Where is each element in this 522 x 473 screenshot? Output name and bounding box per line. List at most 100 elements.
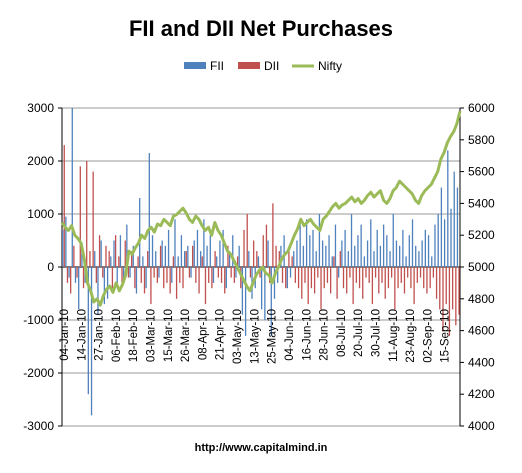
right-axis-tick-label: 4600 xyxy=(468,324,495,338)
fii-bar xyxy=(431,256,433,267)
dii-bar xyxy=(323,267,325,289)
fii-bar xyxy=(399,245,401,267)
fii-bar xyxy=(440,187,443,267)
fii-bar xyxy=(402,229,404,267)
x-axis-tick-label: 03-Mar-10 xyxy=(146,309,158,362)
fii-bar xyxy=(289,267,292,278)
dii-bar xyxy=(410,267,412,289)
fii-bar xyxy=(200,251,202,267)
x-axis-tick-label: 04-Jan-10 xyxy=(59,309,71,361)
dii-bar xyxy=(175,267,178,299)
fii-bar xyxy=(411,219,414,267)
dii-bar xyxy=(400,267,402,283)
right-axis-tick-label: 4400 xyxy=(468,355,495,369)
fii-bar xyxy=(161,240,163,267)
fii-bar xyxy=(392,214,394,267)
left-axis-tick-label: -3000 xyxy=(23,419,54,433)
dii-bar xyxy=(381,267,383,283)
fii-bar xyxy=(155,251,157,267)
fii-bar xyxy=(389,251,391,267)
fii-bar xyxy=(122,267,125,283)
dii-bar xyxy=(166,267,168,283)
dii-bar xyxy=(114,235,117,267)
dii-bar xyxy=(127,267,130,278)
fii-bar xyxy=(354,245,356,267)
x-axis-tick-label: 26-Mar-10 xyxy=(180,309,192,362)
dii-bar xyxy=(204,267,207,305)
fii-bar xyxy=(344,229,346,267)
fii-bar xyxy=(318,214,321,267)
dii-bar xyxy=(172,256,175,267)
dii-bar xyxy=(252,240,255,267)
fii-bar xyxy=(350,214,353,267)
dii-bar xyxy=(118,256,120,267)
right-axis-tick-label: 5000 xyxy=(468,260,495,274)
fii-bar xyxy=(382,224,385,267)
fii-bar xyxy=(325,245,327,267)
dii-bar xyxy=(419,267,422,278)
dii-bar xyxy=(208,267,210,283)
fii-bar xyxy=(74,267,77,283)
dii-bar xyxy=(455,267,457,326)
dii-bar xyxy=(185,251,187,267)
legend-label-dii: DII xyxy=(264,59,279,73)
fii-bar xyxy=(232,235,234,267)
dii-bar xyxy=(182,267,184,289)
fii-bar xyxy=(302,245,305,267)
dii-bar xyxy=(131,251,133,267)
dii-bar xyxy=(397,267,399,289)
dii-bar xyxy=(310,267,313,289)
dii-bar xyxy=(198,267,200,294)
fii-bar xyxy=(129,267,131,278)
dii-bar xyxy=(407,267,409,278)
dii-bar xyxy=(390,267,393,278)
x-axis-tick-label: 04-Jun-10 xyxy=(284,309,296,361)
fii-bar xyxy=(280,245,282,267)
x-axis-tick-label: 18-Feb-10 xyxy=(128,309,140,362)
dii-bar xyxy=(281,267,284,283)
dii-bar xyxy=(89,251,91,267)
fii-bar xyxy=(443,219,446,267)
dii-bar xyxy=(79,166,81,267)
x-axis-tick-label: 25-May-10 xyxy=(267,309,279,364)
legend-swatch-dii xyxy=(238,62,260,69)
fii-bar xyxy=(216,256,218,267)
dii-bar xyxy=(330,267,332,294)
fii-bar xyxy=(286,267,288,289)
axes: 3000 2000 1000 0 -1000 -2000 -3000 6000 5800 5600… xyxy=(23,101,495,433)
dii-bar xyxy=(336,267,338,299)
dii-bar xyxy=(82,267,85,289)
dii-bar xyxy=(70,267,72,294)
dii-bar xyxy=(217,267,219,278)
fii-bar xyxy=(119,235,122,267)
dii-bar xyxy=(333,256,335,267)
fii-bar xyxy=(225,267,227,289)
dii-bar xyxy=(227,245,229,267)
dii-bar xyxy=(349,267,351,278)
dii-bar xyxy=(98,235,101,267)
fii-bar xyxy=(312,229,314,267)
dii-bar xyxy=(326,267,329,283)
dii-bar xyxy=(294,267,296,283)
dii-bar xyxy=(358,267,361,289)
fii-bar xyxy=(261,267,263,310)
dii-bar xyxy=(288,251,290,267)
fii-bar xyxy=(206,245,208,267)
fii-bar xyxy=(241,267,244,315)
dii-bar xyxy=(448,267,451,336)
fii-bar xyxy=(219,240,221,267)
fii-bar xyxy=(100,240,102,267)
dii-bar xyxy=(201,256,203,267)
fii-bar xyxy=(370,219,372,267)
legend: FII DII Nifty xyxy=(184,59,342,73)
dii-bar xyxy=(365,267,367,278)
fii-bar xyxy=(196,229,199,267)
dii-bar xyxy=(105,245,107,267)
fii-bar xyxy=(151,235,154,267)
fii-bar xyxy=(309,235,311,267)
nifty-line xyxy=(60,110,462,307)
fii-bar xyxy=(244,267,247,336)
dii-bar xyxy=(76,267,78,278)
